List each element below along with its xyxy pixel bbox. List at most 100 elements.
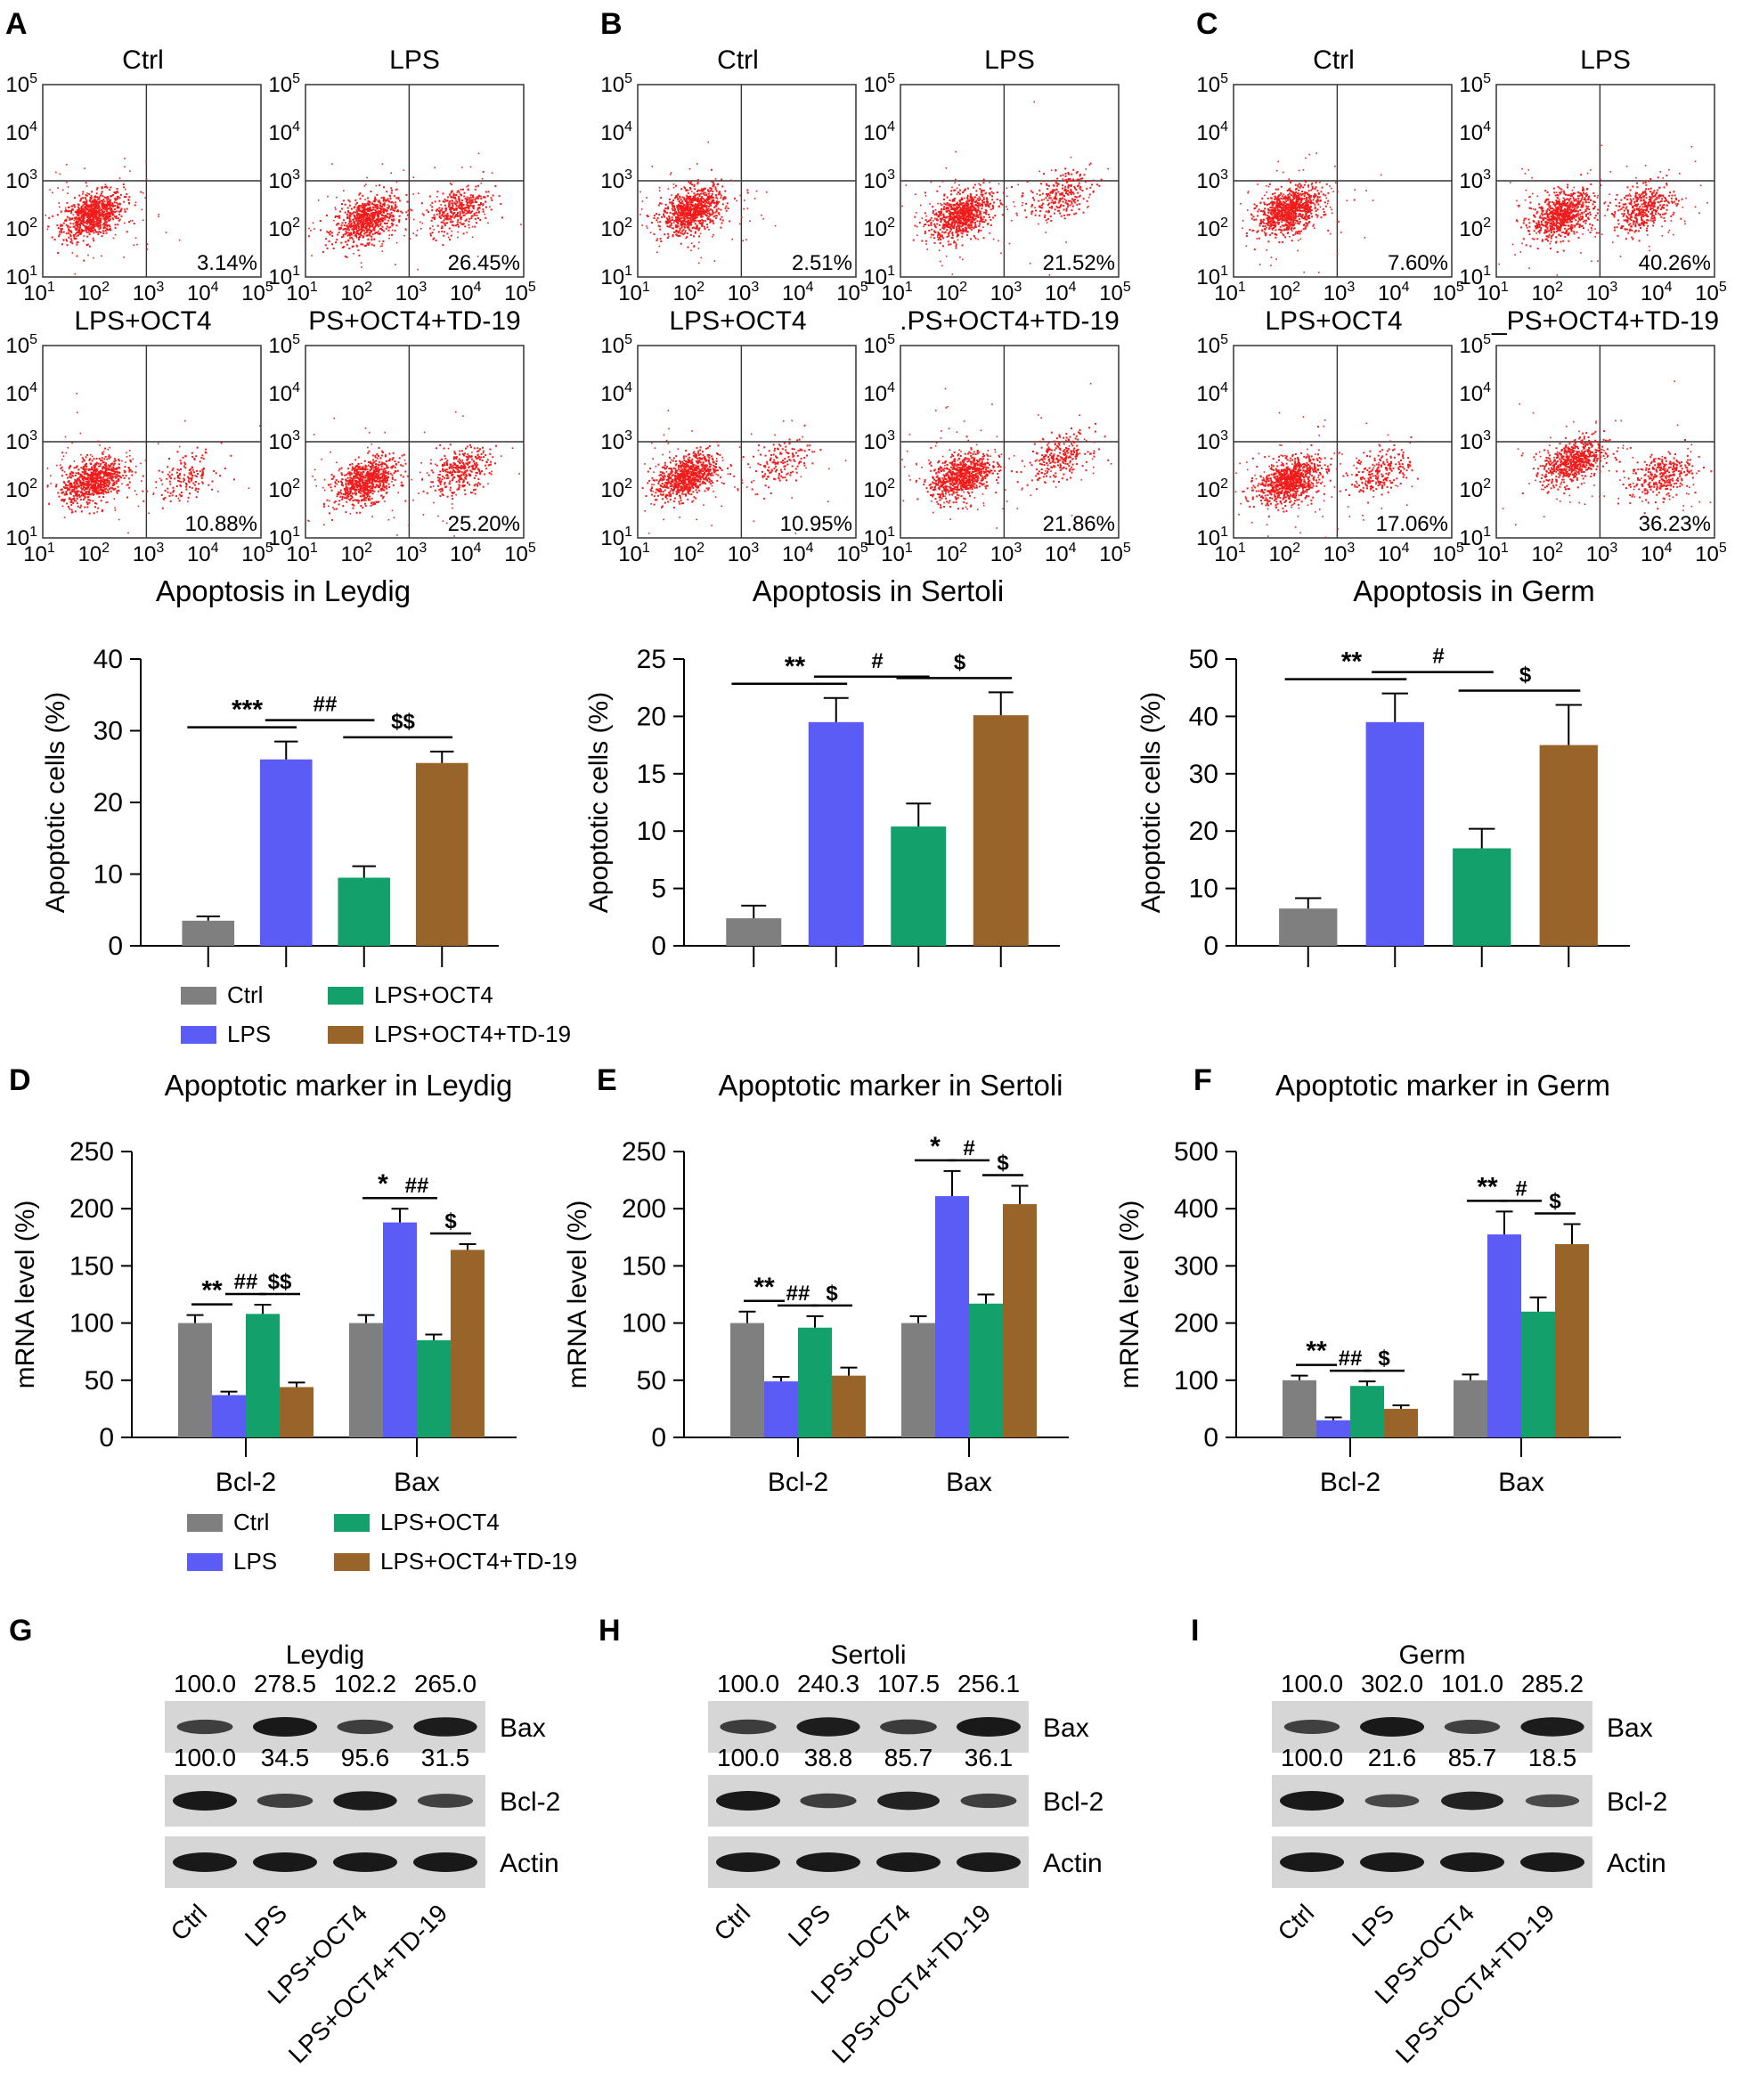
dot <box>387 200 390 202</box>
dot <box>386 476 388 479</box>
dot <box>61 505 64 508</box>
dot <box>344 233 346 236</box>
dot <box>144 197 146 199</box>
dot <box>442 490 444 492</box>
dot <box>360 505 362 507</box>
dot <box>115 480 118 483</box>
dot <box>450 211 452 213</box>
dot <box>46 484 49 487</box>
dot <box>93 478 95 481</box>
dot <box>360 220 362 223</box>
dot <box>694 203 696 206</box>
dot <box>87 492 90 495</box>
dot <box>179 484 182 486</box>
dot <box>90 224 93 226</box>
dot <box>460 450 463 452</box>
dot <box>94 220 96 223</box>
dot <box>61 243 63 246</box>
dot <box>455 194 458 197</box>
dot <box>683 216 686 218</box>
dot <box>351 212 354 215</box>
dot <box>472 460 475 462</box>
dot <box>365 183 367 185</box>
dot <box>371 454 374 457</box>
dot <box>354 222 355 224</box>
y-tick-label: 102 <box>268 216 300 241</box>
dot <box>478 468 480 471</box>
dot <box>195 496 198 499</box>
dot <box>702 219 705 222</box>
dot <box>96 196 99 199</box>
dot <box>449 200 452 203</box>
dot <box>80 475 83 477</box>
dot <box>95 458 98 460</box>
dot <box>396 534 398 536</box>
dot <box>190 470 192 473</box>
dot <box>477 194 480 197</box>
dot <box>446 460 449 462</box>
dot <box>682 222 685 224</box>
dot <box>73 237 76 240</box>
dot <box>56 224 59 226</box>
dot <box>452 196 454 199</box>
dot <box>352 484 354 486</box>
dot <box>73 487 76 490</box>
dot <box>389 472 392 475</box>
dot <box>387 476 389 479</box>
dot <box>462 223 465 225</box>
dot <box>688 221 690 224</box>
dot <box>344 474 346 476</box>
dot <box>466 459 468 461</box>
dot <box>347 239 350 241</box>
dot <box>687 203 689 206</box>
dot <box>114 507 116 509</box>
dot <box>712 182 714 184</box>
dot <box>338 228 340 231</box>
dot <box>62 455 65 457</box>
dot <box>333 508 336 510</box>
dot <box>117 203 119 206</box>
dot <box>327 505 330 507</box>
dot <box>83 230 85 232</box>
dot <box>680 204 682 207</box>
dot <box>114 487 117 490</box>
dot <box>394 466 396 468</box>
dot <box>487 483 489 484</box>
dot <box>110 490 112 492</box>
dot <box>183 480 185 483</box>
dot <box>152 492 155 494</box>
dot <box>713 207 716 208</box>
dot <box>452 465 454 468</box>
dot <box>86 244 88 247</box>
dot <box>338 503 340 506</box>
dot <box>671 208 673 210</box>
flow-xlabel: Apoptosis in Leydig <box>156 574 411 607</box>
dot <box>90 203 93 206</box>
dot <box>349 463 351 466</box>
dot <box>57 492 60 494</box>
dot <box>67 225 69 228</box>
dot <box>116 196 118 198</box>
dot <box>77 216 80 219</box>
dot <box>74 227 77 230</box>
dot <box>99 225 102 227</box>
dot <box>94 225 96 228</box>
dot <box>76 217 78 220</box>
dot <box>354 223 356 225</box>
dot <box>432 485 435 487</box>
dot <box>89 204 92 207</box>
dot <box>689 234 692 236</box>
dot <box>84 167 86 169</box>
dot <box>441 478 444 481</box>
dot <box>646 214 648 216</box>
dot <box>358 207 361 209</box>
dot <box>372 480 374 482</box>
dot <box>470 446 472 449</box>
dot <box>93 469 94 472</box>
dot <box>102 467 105 468</box>
dot <box>74 475 77 476</box>
dot <box>390 205 393 208</box>
dot <box>705 199 707 201</box>
dot <box>358 479 361 482</box>
